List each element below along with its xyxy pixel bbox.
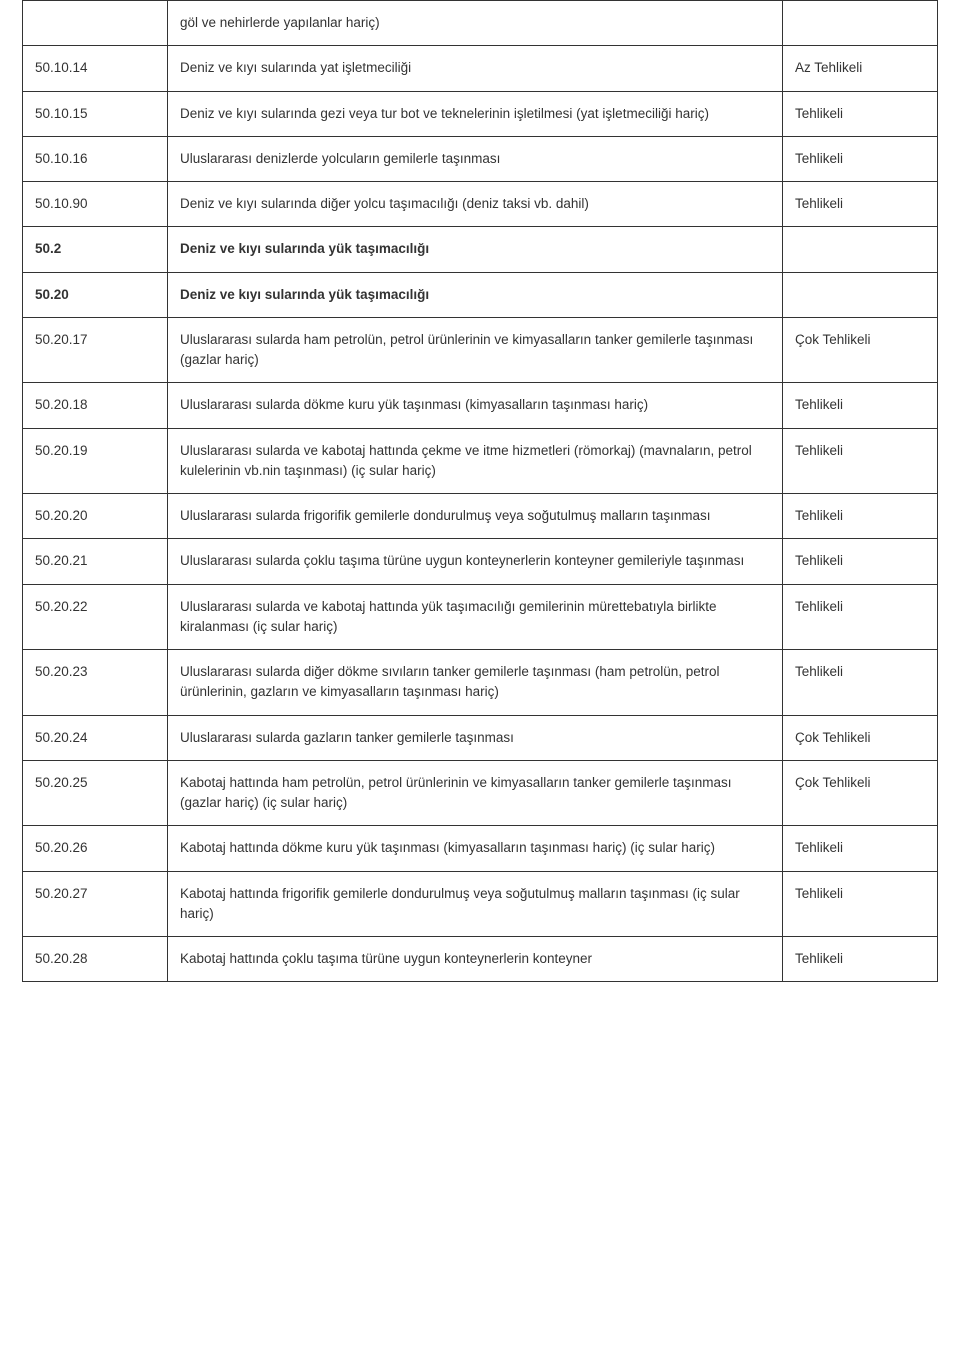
- hazard-cell: Tehlikeli: [783, 383, 938, 428]
- table-row: 50.20.17Uluslararası sularda ham petrolü…: [23, 317, 938, 383]
- table-row: 50.20.20Uluslararası sularda frigorifik …: [23, 494, 938, 539]
- code-cell: 50.20.21: [23, 539, 168, 584]
- code-cell: 50.10.15: [23, 91, 168, 136]
- description-cell: Uluslararası sularda çoklu taşıma türüne…: [168, 539, 783, 584]
- page: göl ve nehirlerde yapılanlar hariç)50.10…: [0, 0, 960, 1002]
- hazard-cell: [783, 272, 938, 317]
- code-cell: 50.20.27: [23, 871, 168, 937]
- description-cell: Uluslararası sularda gazların tanker gem…: [168, 715, 783, 760]
- hazard-cell: Tehlikeli: [783, 937, 938, 982]
- description-cell: Deniz ve kıyı sularında yük taşımacılığı: [168, 272, 783, 317]
- description-cell: Uluslararası sularda ve kabotaj hattında…: [168, 428, 783, 494]
- code-cell: 50.20.28: [23, 937, 168, 982]
- hazard-cell: Tehlikeli: [783, 650, 938, 716]
- code-cell: 50.20.23: [23, 650, 168, 716]
- table-row: 50.20.23Uluslararası sularda diğer dökme…: [23, 650, 938, 716]
- code-cell: 50.2: [23, 227, 168, 272]
- table-row: 50.2Deniz ve kıyı sularında yük taşımacı…: [23, 227, 938, 272]
- hazard-cell: Tehlikeli: [783, 539, 938, 584]
- table-row: 50.20.22Uluslararası sularda ve kabotaj …: [23, 584, 938, 650]
- code-cell: 50.20.26: [23, 826, 168, 871]
- description-cell: Uluslararası sularda frigorifik gemilerl…: [168, 494, 783, 539]
- hazard-cell: Tehlikeli: [783, 136, 938, 181]
- code-cell: 50.20.25: [23, 760, 168, 826]
- hazard-cell: Çok Tehlikeli: [783, 715, 938, 760]
- table-row: 50.20.27Kabotaj hattında frigorifik gemi…: [23, 871, 938, 937]
- hazard-cell: Tehlikeli: [783, 494, 938, 539]
- code-cell: 50.20.19: [23, 428, 168, 494]
- table-row: 50.20.25Kabotaj hattında ham petrolün, p…: [23, 760, 938, 826]
- code-cell: 50.10.14: [23, 46, 168, 91]
- table-row: 50.20.21Uluslararası sularda çoklu taşım…: [23, 539, 938, 584]
- code-cell: [23, 1, 168, 46]
- code-cell: 50.10.16: [23, 136, 168, 181]
- table-row: 50.20.24Uluslararası sularda gazların ta…: [23, 715, 938, 760]
- description-cell: Uluslararası sularda dökme kuru yük taşı…: [168, 383, 783, 428]
- hazard-cell: Tehlikeli: [783, 584, 938, 650]
- hazard-cell: Tehlikeli: [783, 826, 938, 871]
- hazard-cell: Tehlikeli: [783, 91, 938, 136]
- description-cell: Deniz ve kıyı sularında yat işletmeciliğ…: [168, 46, 783, 91]
- hazard-cell: Çok Tehlikeli: [783, 317, 938, 383]
- table-row: 50.10.14Deniz ve kıyı sularında yat işle…: [23, 46, 938, 91]
- code-cell: 50.20.22: [23, 584, 168, 650]
- hazard-cell: Tehlikeli: [783, 182, 938, 227]
- description-cell: Deniz ve kıyı sularında gezi veya tur bo…: [168, 91, 783, 136]
- classification-table: göl ve nehirlerde yapılanlar hariç)50.10…: [22, 0, 938, 982]
- description-cell: Kabotaj hattında ham petrolün, petrol ür…: [168, 760, 783, 826]
- table-row: göl ve nehirlerde yapılanlar hariç): [23, 1, 938, 46]
- description-cell: Uluslararası denizlerde yolcuların gemil…: [168, 136, 783, 181]
- code-cell: 50.20.24: [23, 715, 168, 760]
- code-cell: 50.20.17: [23, 317, 168, 383]
- description-cell: Kabotaj hattında çoklu taşıma türüne uyg…: [168, 937, 783, 982]
- description-cell: Uluslararası sularda diğer dökme sıvılar…: [168, 650, 783, 716]
- hazard-cell: Tehlikeli: [783, 871, 938, 937]
- hazard-cell: Az Tehlikeli: [783, 46, 938, 91]
- table-row: 50.20.18Uluslararası sularda dökme kuru …: [23, 383, 938, 428]
- table-row: 50.20.28Kabotaj hattında çoklu taşıma tü…: [23, 937, 938, 982]
- code-cell: 50.10.90: [23, 182, 168, 227]
- hazard-cell: [783, 1, 938, 46]
- table-row: 50.20Deniz ve kıyı sularında yük taşımac…: [23, 272, 938, 317]
- table-row: 50.10.16Uluslararası denizlerde yolcular…: [23, 136, 938, 181]
- description-cell: Uluslararası sularda ham petrolün, petro…: [168, 317, 783, 383]
- hazard-cell: [783, 227, 938, 272]
- code-cell: 50.20: [23, 272, 168, 317]
- table-row: 50.20.26Kabotaj hattında dökme kuru yük …: [23, 826, 938, 871]
- description-cell: Deniz ve kıyı sularında diğer yolcu taşı…: [168, 182, 783, 227]
- table-row: 50.10.15Deniz ve kıyı sularında gezi vey…: [23, 91, 938, 136]
- hazard-cell: Çok Tehlikeli: [783, 760, 938, 826]
- hazard-cell: Tehlikeli: [783, 428, 938, 494]
- code-cell: 50.20.20: [23, 494, 168, 539]
- code-cell: 50.20.18: [23, 383, 168, 428]
- description-cell: Kabotaj hattında dökme kuru yük taşınmas…: [168, 826, 783, 871]
- table-row: 50.10.90Deniz ve kıyı sularında diğer yo…: [23, 182, 938, 227]
- description-cell: Kabotaj hattında frigorifik gemilerle do…: [168, 871, 783, 937]
- description-cell: göl ve nehirlerde yapılanlar hariç): [168, 1, 783, 46]
- description-cell: Uluslararası sularda ve kabotaj hattında…: [168, 584, 783, 650]
- description-cell: Deniz ve kıyı sularında yük taşımacılığı: [168, 227, 783, 272]
- table-row: 50.20.19Uluslararası sularda ve kabotaj …: [23, 428, 938, 494]
